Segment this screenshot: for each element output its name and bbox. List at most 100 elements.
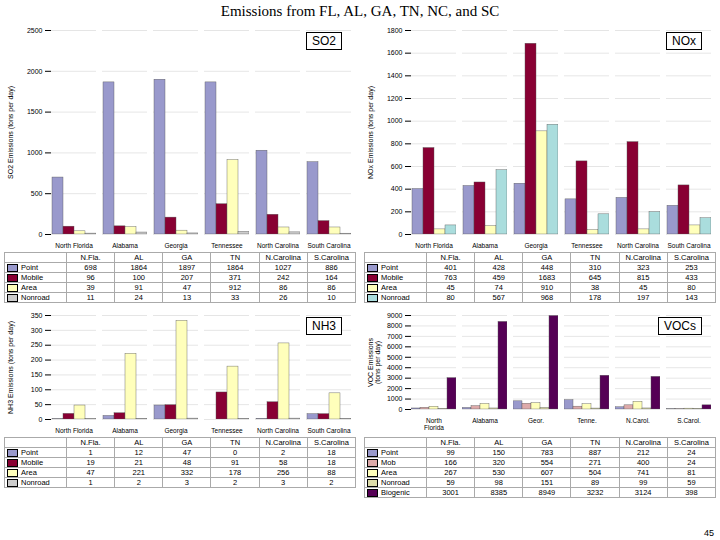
svg-text:4000: 4000 <box>387 364 403 371</box>
svg-text:400: 400 <box>391 185 403 192</box>
html-text:47: 47 <box>182 448 192 458</box>
html-text:783: 783 <box>540 448 554 458</box>
html-text:TN: TN <box>230 438 240 448</box>
svg-text:3000: 3000 <box>387 374 403 381</box>
html-text:SO2: SO2 <box>312 34 336 48</box>
svg-text:South Carolina: South Carolina <box>308 427 351 434</box>
html-text:271: 271 <box>588 458 602 468</box>
svg-text:N.Carol.: N.Carol. <box>626 417 650 424</box>
html-text:AL: AL <box>494 438 504 448</box>
svg-text:150: 150 <box>31 371 43 378</box>
svg-text:NH3 Emissions (tons per day): NH3 Emissions (tons per day) <box>7 321 15 414</box>
svg-text:1200: 1200 <box>387 95 403 102</box>
svg-text:SO2 Emissions (tons per day): SO2 Emissions (tons per day) <box>7 86 15 179</box>
svg-text:2000: 2000 <box>387 385 403 392</box>
html-text:Emissions from FL, AL, GA, TN,: Emissions from FL, AL, GA, TN, NC, and S… <box>220 3 500 19</box>
svg-text:0: 0 <box>399 231 403 238</box>
svg-text:North Florida: North Florida <box>55 427 93 434</box>
html-text:NOx: NOx <box>672 34 696 48</box>
svg-text:North Carolina: North Carolina <box>257 427 299 434</box>
html-text:Point: Point <box>381 448 399 458</box>
svg-text:Georgia: Georgia <box>164 242 188 250</box>
svg-text:Alabama: Alabama <box>112 427 138 434</box>
svg-text:0: 0 <box>39 416 43 423</box>
html-text:Area: Area <box>21 468 37 478</box>
svg-text:North Carolina: North Carolina <box>617 242 659 249</box>
html-text:91: 91 <box>230 458 240 468</box>
html-text:554: 554 <box>540 458 554 468</box>
svg-text:100: 100 <box>31 386 43 393</box>
svg-text:Tennessee: Tennessee <box>211 242 243 249</box>
svg-text:North Florida: North Florida <box>55 242 93 249</box>
svg-text:Geor.: Geor. <box>528 417 544 424</box>
html-text:48: 48 <box>182 458 192 468</box>
svg-text:S.Carol.: S.Carol. <box>677 417 701 424</box>
html-text:GA: GA <box>181 438 193 448</box>
svg-text:1600: 1600 <box>387 49 403 56</box>
svg-text:6000: 6000 <box>387 343 403 350</box>
html-text:221: 221 <box>132 468 145 478</box>
svg-text:500: 500 <box>31 190 43 197</box>
html-text:320: 320 <box>492 458 505 468</box>
svg-text:Alabama: Alabama <box>472 242 498 249</box>
svg-text:1800: 1800 <box>387 27 403 34</box>
svg-text:Georgia: Georgia <box>524 242 548 250</box>
html-text:Nonroad: Nonroad <box>21 478 50 488</box>
svg-text:0: 0 <box>399 406 403 413</box>
html-text:N.Fla.: N.Fla. <box>80 438 101 448</box>
svg-text:NorthFlorida: NorthFlorida <box>424 417 444 431</box>
svg-text:1500: 1500 <box>27 108 43 115</box>
html-text:AL: AL <box>134 438 144 448</box>
svg-text:9000: 9000 <box>387 312 403 319</box>
svg-text:Alabama: Alabama <box>112 242 138 249</box>
svg-text:North Florida: North Florida <box>415 242 453 249</box>
html-text:N.Carolina: N.Carolina <box>625 438 661 448</box>
html-text:Mob: Mob <box>381 458 396 468</box>
svg-text:VOC Emissions(tons per day): VOC Emissions(tons per day) <box>367 338 382 388</box>
html-text:N.Fla.: N.Fla. <box>440 438 461 448</box>
svg-text:800: 800 <box>391 140 403 147</box>
svg-text:200: 200 <box>31 356 43 363</box>
svg-text:350: 350 <box>31 312 43 319</box>
svg-text:Tenne.: Tenne. <box>577 417 597 424</box>
svg-text:Alabama: Alabama <box>472 417 498 424</box>
html-text:TN: TN <box>590 438 600 448</box>
html-text:Mobile: Mobile <box>21 458 44 468</box>
svg-text:1000: 1000 <box>27 149 43 156</box>
svg-text:Tennessee: Tennessee <box>571 242 603 249</box>
html-text:256: 256 <box>276 468 290 478</box>
svg-text:0: 0 <box>39 231 43 238</box>
html-text:VOCs: VOCs <box>664 319 696 334</box>
svg-text:North Carolina: North Carolina <box>257 242 299 249</box>
svg-text:NOx Emissions (tons per day): NOx Emissions (tons per day) <box>367 86 375 179</box>
html-text:178: 178 <box>228 468 242 478</box>
html-text:332: 332 <box>180 468 194 478</box>
html-text:212: 212 <box>636 448 650 458</box>
html-text:150: 150 <box>492 448 505 458</box>
svg-text:Tennessee: Tennessee <box>211 427 243 434</box>
html-text:166: 166 <box>444 458 457 468</box>
svg-text:7000: 7000 <box>387 333 403 340</box>
svg-text:200: 200 <box>391 208 403 215</box>
svg-text:South Carolina: South Carolina <box>308 242 351 249</box>
svg-text:300: 300 <box>31 327 43 334</box>
svg-text:1400: 1400 <box>387 72 403 79</box>
html-text:GA: GA <box>541 438 553 448</box>
svg-text:1000: 1000 <box>387 117 403 124</box>
svg-text:2000: 2000 <box>27 68 43 75</box>
html-text:N.Carolina: N.Carolina <box>265 438 301 448</box>
svg-text:50: 50 <box>35 401 43 408</box>
svg-text:600: 600 <box>391 163 403 170</box>
svg-text:5000: 5000 <box>387 354 403 361</box>
svg-text:2500: 2500 <box>27 27 43 34</box>
html-text:887: 887 <box>588 448 602 458</box>
html-text:S.Carolina: S.Carolina <box>313 438 349 448</box>
html-text:Point: Point <box>21 448 39 458</box>
svg-text:South Carolina: South Carolina <box>668 242 711 249</box>
svg-text:250: 250 <box>31 342 43 349</box>
svg-text:Georgia: Georgia <box>164 427 188 435</box>
html-text:S.Carolina: S.Carolina <box>673 438 709 448</box>
svg-text:8000: 8000 <box>387 322 403 329</box>
html-text:NH3: NH3 <box>312 319 336 334</box>
svg-text:1000: 1000 <box>387 395 403 402</box>
